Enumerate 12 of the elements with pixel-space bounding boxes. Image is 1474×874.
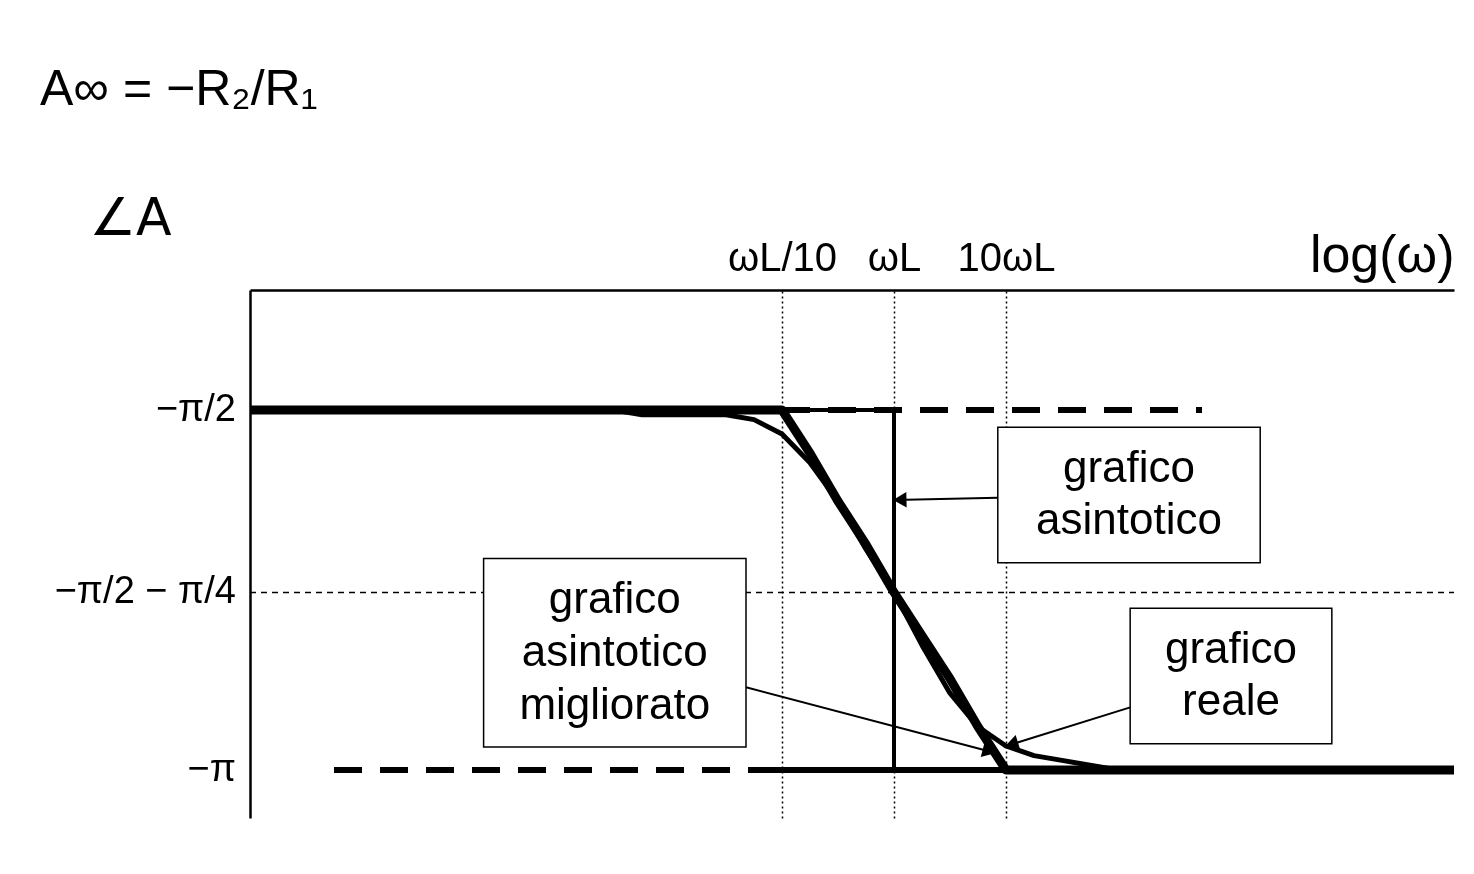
text: A∞ = −R₂/R₁ <box>40 60 318 116</box>
text: grafico asintotico <box>1036 441 1222 544</box>
text: −π <box>187 746 236 789</box>
text: −π/2 <box>155 386 236 429</box>
annotation: grafico asintotico migliorato <box>519 572 711 728</box>
x-tick-label: ωL/10 <box>727 234 838 279</box>
y-axis-title: ∠A <box>89 186 173 247</box>
x-axis-title: log(ω) <box>1309 224 1455 283</box>
series-label: grafico reale <box>1164 622 1298 725</box>
x-tick-label: 10ωL <box>957 234 1056 279</box>
x-tick-label: ωL <box>867 234 922 279</box>
ref-line-label: −π/2 − π/4 <box>54 569 236 612</box>
